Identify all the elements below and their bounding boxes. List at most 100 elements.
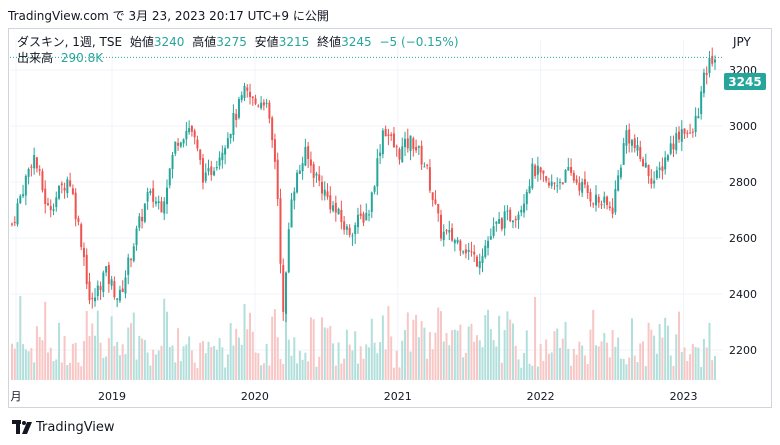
currency-label[interactable]: JPY (733, 35, 751, 49)
candle-body (384, 128, 387, 137)
volume-bar (33, 362, 36, 380)
volume-bar (381, 315, 384, 380)
volume-bar (459, 324, 462, 380)
candle-body (320, 181, 323, 194)
candle-body (130, 259, 133, 261)
volume-bar (85, 310, 88, 380)
volume-bar (492, 340, 495, 380)
volume-bar (567, 348, 570, 380)
volume-bars (11, 296, 716, 380)
volume-bar (271, 316, 274, 380)
volume-bar (293, 337, 296, 380)
volume-bar (630, 318, 633, 380)
candle-body (118, 289, 121, 301)
volume-bar (387, 306, 390, 380)
volume-bar (118, 355, 121, 380)
volume-bar (622, 359, 625, 380)
y-tick-label: 3000 (729, 120, 757, 133)
x-tick-label: 2021 (384, 390, 412, 403)
volume-bar (534, 296, 537, 380)
candle-body (282, 265, 285, 312)
volume-bar (359, 346, 362, 380)
volume-bar (235, 328, 238, 380)
candle-body (332, 205, 335, 211)
volume-bar (320, 317, 323, 380)
volume-value: 290.8K (60, 51, 104, 65)
volume-bar (506, 311, 509, 380)
volume-bar (683, 347, 686, 380)
candle-body (675, 133, 678, 151)
volume-bar (193, 362, 196, 380)
candle-body (293, 191, 296, 201)
volume-bar (478, 340, 481, 380)
candle-body (49, 206, 52, 211)
volume-bar (260, 365, 263, 380)
volume-bar (675, 334, 678, 380)
candle-body (318, 174, 321, 181)
candle-body (564, 169, 567, 183)
volume-bar (503, 330, 506, 380)
volume-bar (666, 325, 669, 380)
candle-body (185, 130, 188, 140)
candle-body (691, 131, 694, 133)
candle-body (426, 164, 429, 166)
candle-body (708, 58, 711, 73)
tradingview-brand: TradingView (36, 420, 115, 435)
candle-body (276, 159, 279, 200)
candle-body (376, 158, 379, 187)
candle-body (702, 72, 705, 94)
chart-panel[interactable] (8, 28, 772, 408)
candle-body (19, 195, 22, 204)
volume-bar (655, 353, 658, 380)
volume-bar (60, 362, 63, 380)
candle-body (290, 199, 293, 228)
candle-body (630, 140, 633, 146)
candle-body (348, 227, 351, 235)
volume-bar (63, 335, 66, 380)
volume-bar (279, 359, 282, 380)
candle-body (559, 182, 562, 184)
volume-bar (619, 358, 622, 380)
open-value: 3240 (153, 35, 185, 49)
candle-body (495, 221, 498, 224)
volume-bar (185, 344, 188, 380)
legend: ダスキン, 1週, TSE 始値3240 高値3275 安値3215 終値324… (17, 34, 463, 66)
candle-body (608, 206, 611, 209)
volume-bar (495, 346, 498, 380)
volume-bar (426, 358, 429, 380)
volume-bar (672, 366, 675, 380)
candle-body (235, 113, 238, 120)
candle-body (368, 214, 371, 216)
volume-bar (268, 365, 271, 380)
volume-bar (572, 348, 575, 380)
volume-bar (556, 328, 559, 380)
volume-bar (157, 350, 160, 380)
candle-body (132, 246, 135, 261)
volume-bar (464, 352, 467, 380)
candle-body (503, 211, 506, 229)
candle-body (642, 159, 645, 167)
volume-bar (27, 351, 30, 380)
volume-bar (570, 365, 573, 380)
volume-bar (204, 353, 207, 380)
volume-bar (174, 362, 177, 380)
volume-bar (711, 360, 714, 380)
candle-body (152, 188, 155, 202)
volume-bar (628, 357, 631, 380)
candle-body (99, 286, 102, 291)
volume-bar (523, 352, 526, 380)
candle-body (373, 186, 376, 192)
candle-body (428, 167, 431, 191)
volume-bar (442, 341, 445, 380)
volume-bar (99, 342, 102, 380)
volume-bar (561, 338, 564, 380)
x-tick-label: 2019 (98, 390, 126, 403)
footer: TradingView (0, 414, 780, 442)
volume-bar (213, 345, 216, 380)
candle-body (453, 240, 456, 244)
volume-bar (395, 350, 398, 380)
candle-body (251, 96, 254, 99)
volume-bar (545, 339, 548, 380)
